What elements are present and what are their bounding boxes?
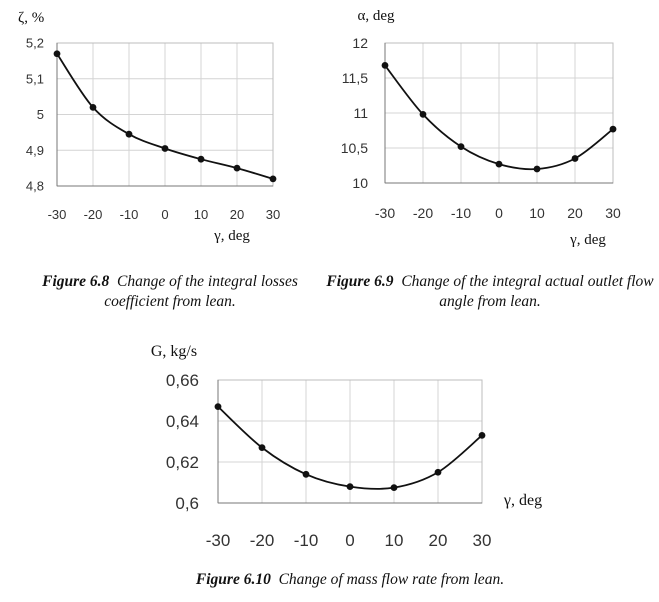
x-tick-label: 20 [567, 205, 583, 221]
x-axis-label: γ, deg [213, 228, 250, 244]
x-tick-label: 0 [345, 531, 354, 550]
x-tick-label: 30 [473, 531, 492, 550]
y-tick-label: 5,2 [26, 36, 44, 51]
x-tick-label: -20 [413, 205, 433, 221]
outlet-flow-angle-chart: 10 10,5 11 11,5 12 -30 -20 -10 0 10 20 30 α, deg γ, d… [341, 8, 621, 248]
y-tick-label: 4,8 [26, 179, 44, 194]
data-point [89, 103, 97, 111]
caption-figure-6-9: Figure 6.9 Change of the integral actual… [326, 272, 654, 312]
data-point [125, 130, 133, 138]
x-tick-label: -30 [48, 207, 67, 222]
y-tick-label: 4,9 [26, 143, 44, 158]
data-point [346, 483, 354, 490]
y-tick-label: 12 [352, 35, 368, 51]
data-point [495, 160, 503, 168]
data-point [609, 125, 617, 133]
data-point [53, 50, 61, 58]
x-axis-label: γ, deg [569, 232, 606, 248]
x-tick-label: 20 [429, 531, 448, 550]
caption-label: Figure 6.9 [326, 273, 394, 290]
y-tick-label: 0,62 [166, 453, 199, 472]
x-tick-label: -20 [84, 207, 103, 222]
x-tick-label: 20 [230, 207, 244, 222]
data-point [571, 155, 579, 162]
caption-label: Figure 6.10 [195, 571, 271, 588]
y-tick-label: 0,6 [175, 494, 199, 513]
data-point [419, 111, 427, 118]
caption-figure-6-8: Figure 6.8 Change of the integral losses… [20, 272, 320, 312]
mass-flow-rate-chart: 0,6 0,62 0,64 0,66 -30 -20 -10 0 10 20 30 G, kg/s γ,… [151, 343, 542, 550]
x-tick-label: -10 [120, 207, 139, 222]
x-tick-label: -10 [294, 531, 319, 550]
x-tick-label: 30 [266, 207, 280, 222]
x-tick-label: 10 [194, 207, 208, 222]
y-tick-label: 0,64 [166, 412, 199, 431]
y-tick-label: 10 [352, 175, 368, 191]
caption-text: Change of the integral losses coefficien… [104, 273, 298, 310]
x-tick-label: 0 [161, 207, 168, 222]
data-point [233, 164, 241, 172]
y-axis-label: G, kg/s [151, 343, 197, 360]
y-tick-label: 0,66 [166, 371, 199, 390]
y-tick-label: 10,5 [341, 140, 368, 156]
x-tick-label: -20 [250, 531, 275, 550]
data-point [381, 62, 389, 69]
data-point [197, 155, 205, 163]
caption-figure-6-10: Figure 6.10 Change of mass flow rate fro… [60, 570, 640, 590]
data-point [457, 143, 465, 151]
data-point [258, 444, 266, 452]
x-tick-label: 0 [495, 205, 503, 221]
caption-text: Change of the integral actual outlet flo… [401, 273, 654, 310]
x-axis-label: γ, deg [503, 492, 542, 509]
x-tick-label: 30 [605, 205, 621, 221]
caption-label: Figure 6.8 [42, 273, 110, 290]
y-axis-label: α, deg [357, 8, 395, 24]
data-point [302, 470, 310, 478]
x-tick-label: -30 [206, 531, 231, 550]
data-point [390, 484, 398, 492]
data-point [533, 165, 541, 173]
data-point [269, 175, 277, 183]
data-point [214, 403, 222, 411]
caption-text: Change of mass flow rate from lean. [278, 571, 505, 588]
x-tick-label: 10 [385, 531, 404, 550]
data-point [434, 468, 442, 476]
y-tick-label: 11 [353, 105, 368, 121]
y-tick-label: 5,1 [26, 71, 44, 86]
y-tick-label: 5 [37, 107, 44, 122]
y-axis-label: ζ, % [18, 10, 44, 26]
data-point [478, 431, 486, 439]
x-tick-label: -30 [375, 205, 395, 221]
x-tick-label: -10 [451, 205, 471, 221]
y-tick-label: 11,5 [342, 70, 368, 86]
x-tick-label: 10 [529, 205, 545, 221]
data-point [161, 145, 169, 152]
losses-coefficient-chart: 4,8 4,9 5 5,1 5,2 -30 -20 -10 0 10 20 30 ζ, % γ, deg [18, 10, 280, 244]
